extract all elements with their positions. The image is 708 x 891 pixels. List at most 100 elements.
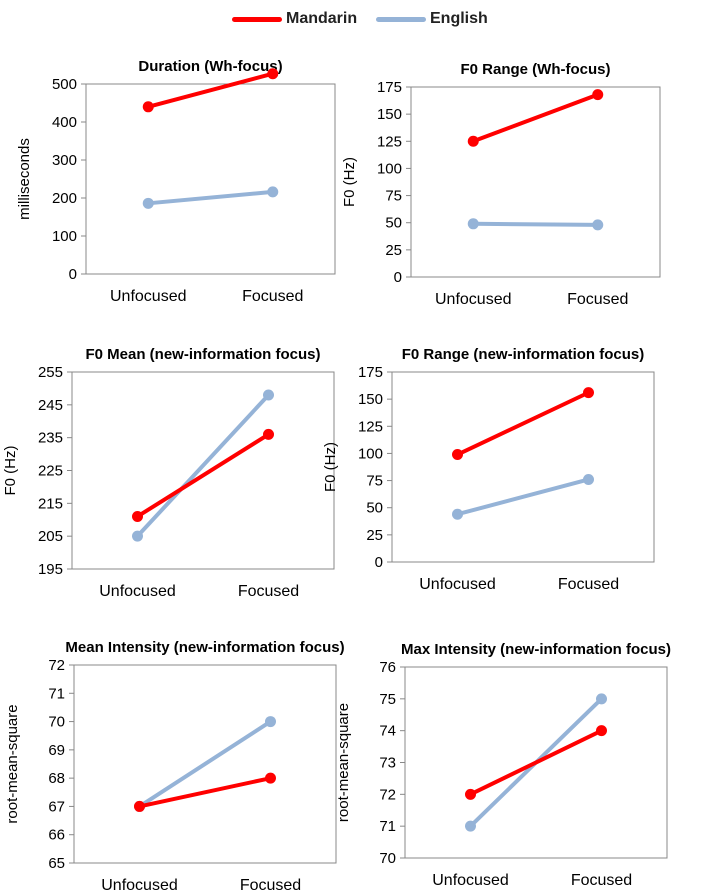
- y-tick-label: 235: [38, 430, 63, 447]
- plot-area: [391, 371, 655, 563]
- y-tick-label: 75: [379, 691, 396, 708]
- y-tick-label: 225: [38, 463, 63, 480]
- data-point-mandarin-unfocused: [465, 788, 476, 800]
- data-point-english-unfocused: [142, 197, 154, 209]
- chart-f0-mean-new: F0 Mean (new-information focus) 195 205 215…: [2, 346, 335, 600]
- y-tick-label: 100: [52, 228, 77, 245]
- chart-mean-intensity-new: Mean Intensity (new-information focus) 65…: [4, 639, 345, 891]
- legend-item-mandarin: Mandarin: [232, 10, 357, 28]
- chart-f0-range-new: F0 Range (new-information focus) 0 25 50 75 1…: [322, 346, 655, 593]
- y-axis-label: F0 (Hz): [2, 446, 19, 496]
- y-tick-label: 100: [358, 445, 383, 462]
- data-point-english-focused: [267, 186, 279, 198]
- x-tick-label-unfocused: Unfocused: [99, 583, 176, 600]
- data-point-mandarin-focused: [267, 68, 279, 80]
- chart-title: Max Intensity (new-information focus): [401, 641, 671, 658]
- x-tick-label-unfocused: Unfocused: [110, 288, 187, 305]
- y-tick-label: 125: [358, 418, 383, 435]
- series-line-english: [455, 477, 591, 517]
- plot-area: [71, 371, 335, 570]
- data-point-mandarin-unfocused: [134, 800, 145, 812]
- y-tick-label: 150: [358, 391, 383, 408]
- y-tick-label: 75: [366, 473, 383, 490]
- y-axis-label: F0 (Hz): [322, 442, 339, 492]
- series-line-english: [146, 189, 275, 206]
- data-point-english-focused: [596, 693, 607, 705]
- y-tick-label: 500: [52, 76, 77, 93]
- y-tick-label: 69: [48, 742, 65, 759]
- chart-title: F0 Range (new-information focus): [402, 346, 645, 363]
- series-line-mandarin: [471, 92, 600, 144]
- data-point-mandarin-unfocused: [142, 101, 154, 113]
- x-tick-label-focused: Focused: [238, 583, 299, 600]
- series-line-english: [471, 221, 600, 227]
- data-point-mandarin-unfocused: [467, 135, 479, 147]
- y-tick-label: 73: [379, 755, 396, 772]
- y-tick-label: 72: [379, 786, 396, 803]
- data-point-english-focused: [592, 219, 604, 231]
- data-point-english-focused: [265, 716, 276, 728]
- data-point-english-focused: [263, 389, 274, 401]
- data-point-mandarin-focused: [263, 428, 274, 440]
- y-tick-label: 200: [52, 190, 77, 207]
- y-tick-label: 72: [48, 657, 65, 674]
- plot-area: [85, 83, 336, 275]
- plot-area: [73, 664, 337, 864]
- data-point-mandarin-unfocused: [452, 449, 463, 461]
- series-line-english: [135, 392, 271, 539]
- x-tick-label-focused: Focused: [571, 872, 632, 889]
- data-point-mandarin-focused: [583, 387, 594, 399]
- series-line-mandarin: [468, 728, 604, 797]
- data-point-english-focused: [583, 473, 594, 485]
- y-tick-label: 50: [366, 500, 383, 517]
- chart-title: F0 Range (Wh-focus): [461, 61, 611, 78]
- y-tick-label: 125: [377, 133, 402, 150]
- legend-label-english: English: [430, 10, 488, 27]
- y-tick-label: 255: [38, 364, 63, 381]
- y-axis-label: root-mean-square: [335, 703, 352, 822]
- y-tick-label: 71: [379, 818, 396, 835]
- data-point-mandarin-unfocused: [132, 510, 143, 522]
- chart-title: F0 Mean (new-information focus): [85, 346, 320, 363]
- legend-swatch-mandarin: [232, 16, 282, 22]
- legend-label-mandarin: Mandarin: [286, 10, 358, 27]
- y-tick-label: 65: [48, 855, 65, 872]
- y-tick-label: 74: [379, 723, 396, 740]
- y-tick-label: 0: [394, 269, 402, 286]
- y-tick-label: 205: [38, 528, 63, 545]
- y-tick-label: 245: [38, 397, 63, 414]
- y-tick-label: 66: [48, 827, 65, 844]
- series-line-mandarin: [146, 71, 275, 109]
- data-point-english-unfocused: [465, 820, 476, 832]
- y-tick-label: 0: [69, 266, 77, 283]
- chart-f0-range-wh: F0 Range (Wh-focus) 0 25 50 75 100 125 150 175 Un…: [341, 61, 661, 308]
- x-tick-label-unfocused: Unfocused: [432, 872, 509, 889]
- y-tick-label: 25: [366, 527, 383, 544]
- y-axis-label: milliseconds: [16, 138, 33, 220]
- series-line-mandarin: [455, 390, 591, 457]
- series-line-mandarin: [137, 776, 273, 809]
- x-tick-label-unfocused: Unfocused: [419, 576, 496, 593]
- y-tick-label: 175: [377, 79, 402, 96]
- series-line-english: [137, 719, 273, 809]
- data-point-english-unfocused: [452, 508, 463, 520]
- chart-duration-wh: Duration (Wh-focus) 0 100 200 300 400 500 Unfoc…: [16, 58, 336, 305]
- y-tick-label: 0: [375, 554, 383, 571]
- data-point-mandarin-focused: [265, 772, 276, 784]
- y-tick-label: 75: [385, 188, 402, 205]
- y-tick-label: 70: [379, 850, 396, 867]
- y-tick-label: 400: [52, 114, 77, 131]
- legend: Mandarin English: [0, 0, 708, 36]
- plot-area: [410, 86, 661, 278]
- y-tick-label: 76: [379, 659, 396, 676]
- x-tick-label-focused: Focused: [567, 291, 628, 308]
- y-tick-label: 71: [48, 685, 65, 702]
- x-tick-label-unfocused: Unfocused: [101, 877, 178, 891]
- y-tick-label: 100: [377, 160, 402, 177]
- chart-title: Duration (Wh-focus): [138, 58, 282, 75]
- chart-title: Mean Intensity (new-information focus): [65, 639, 344, 656]
- data-point-english-unfocused: [467, 218, 479, 230]
- series-line-mandarin: [135, 432, 271, 519]
- y-tick-label: 175: [358, 364, 383, 381]
- data-point-mandarin-focused: [596, 725, 607, 737]
